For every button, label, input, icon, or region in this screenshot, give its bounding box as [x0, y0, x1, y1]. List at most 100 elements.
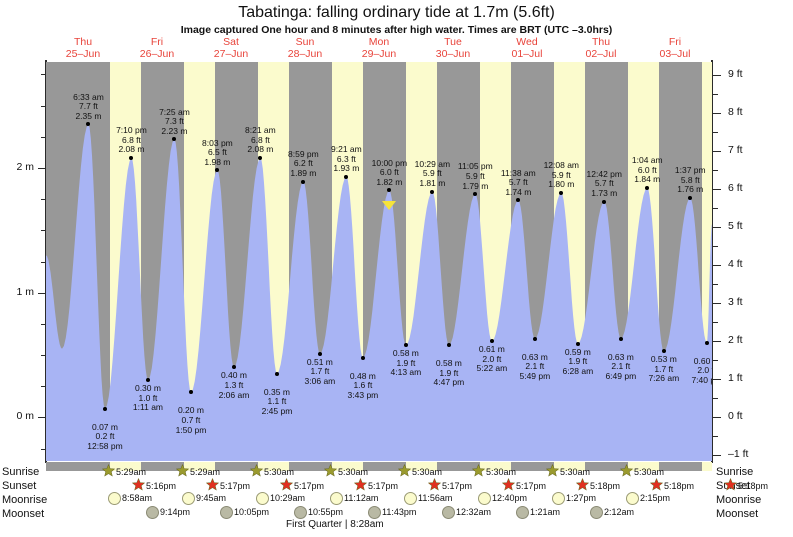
low-tide-line: 0.40 m — [220, 370, 247, 381]
high-tide-line: 7:10 pm — [116, 125, 147, 136]
high-tide-line: 7.7 ft — [79, 101, 98, 112]
sunset-time: 5:18pm — [738, 480, 769, 491]
moonrise-entry-4: 11:56am — [404, 492, 452, 505]
day-header-1: Fri 26–Jun — [122, 36, 192, 60]
high-tide-line: 6.2 ft — [293, 158, 313, 169]
sunset-entry-3: 5:17pm — [353, 477, 398, 494]
sunrise-star-icon — [249, 463, 264, 480]
sunrise-entry-5: 5:30am — [471, 463, 516, 480]
y-tick-right-4 — [713, 265, 721, 267]
y-tick-right-9 — [713, 75, 721, 77]
high-tide-line: 5.7 ft — [594, 178, 614, 189]
low-tide-line: 0.48 m — [349, 370, 376, 381]
y-tick-right-half--1 — [713, 436, 718, 438]
y-label-right-9: 9 ft — [728, 68, 743, 81]
low-tide-line: 0.63 m — [521, 351, 548, 362]
low-tide-dot-13 — [661, 349, 666, 354]
low-tide-line: 2:06 am — [218, 389, 250, 400]
low-tide-dot-1 — [145, 377, 150, 382]
y-label-right-0: 0 ft — [728, 410, 743, 423]
moonrise-row-label-right: Moonrise — [716, 494, 762, 506]
high-tide-dot-12 — [602, 199, 607, 204]
day-strip-17 — [702, 462, 712, 471]
moonset-disc-icon — [516, 506, 529, 519]
high-tide-line: 5.9 ft — [422, 168, 442, 179]
y-tick-right-7 — [713, 151, 721, 153]
high-tide-dot-11 — [559, 190, 564, 195]
sunset-time: 5:17pm — [294, 480, 325, 491]
moonset-row-label-left: Moonset — [2, 508, 45, 520]
night-strip-8 — [363, 462, 406, 471]
sunset-time: 5:17pm — [516, 480, 547, 491]
sunrise-time: 5:30am — [560, 466, 591, 477]
high-tide-line: 2.08 m — [118, 144, 145, 155]
high-tide-line: 1.84 m — [634, 174, 661, 185]
moonset-time: 11:43pm — [382, 507, 417, 517]
high-tide-line: 1.93 m — [333, 163, 360, 174]
high-tide-line: 8:59 pm — [288, 148, 319, 159]
high-tide-dot-3 — [215, 168, 220, 173]
y-label-right-5: 5 ft — [728, 220, 743, 233]
low-tide-dot-12 — [618, 336, 623, 341]
low-tide-line: 1.7 ft — [310, 366, 330, 377]
low-tide-dot-10 — [532, 336, 537, 341]
day-strip-11 — [480, 462, 511, 471]
y-tick-left-minor — [41, 105, 46, 107]
sunset-row-label-left: Sunset — [2, 480, 37, 492]
high-tide-dot-9 — [473, 192, 478, 197]
moonrise-time: 1:27pm — [566, 493, 597, 503]
day-of-week: Mon — [368, 36, 390, 48]
high-tide-line: 10:00 pm — [371, 157, 408, 168]
y-axis-right — [711, 60, 713, 463]
y-tick-right-8 — [713, 113, 721, 115]
sunrise-time: 5:30am — [412, 466, 443, 477]
day-header-7: Thu 02–Jul — [566, 36, 636, 60]
high-tide-label-10: 11:38 am 5.7 ft 1.74 m — [486, 168, 550, 198]
sunrise-star-icon — [471, 463, 486, 480]
y-tick-right-0 — [713, 417, 721, 419]
sunset-star-icon — [131, 477, 146, 494]
y-tick-left-2 — [38, 167, 46, 169]
moonrise-disc-icon — [182, 492, 195, 505]
day-date: 30–Jun — [435, 48, 471, 60]
low-tide-dot-5 — [317, 351, 322, 356]
moon-phase-label: First Quarter | 8:28am — [286, 519, 384, 530]
moonset-time: 1:21am — [530, 507, 561, 517]
low-tide-line: 1.1 ft — [267, 396, 287, 407]
day-of-week: Tue — [444, 36, 462, 48]
high-tide-line: 11:05 pm — [457, 161, 493, 172]
y-label-right-1: 1 ft — [728, 372, 743, 385]
high-tide-line: 9:21 am — [331, 143, 362, 154]
high-tide-dot-6 — [344, 174, 349, 179]
current-time-marker-icon — [382, 201, 397, 211]
y-tick-right-6 — [713, 189, 721, 191]
moonrise-entry-0: 8:58am — [108, 492, 152, 505]
high-tide-line: 1.73 m — [591, 188, 618, 199]
high-tide-dot-1 — [129, 156, 134, 160]
high-tide-line: 1:04 am — [631, 155, 663, 166]
moonset-disc-icon — [590, 506, 603, 519]
high-tide-line: 1.80 m — [548, 179, 575, 190]
moonset-disc-icon — [294, 506, 307, 519]
low-tide-line: 0.30 m — [134, 382, 161, 393]
y-label-right-3: 3 ft — [728, 296, 743, 309]
low-tide-dot-11 — [575, 341, 580, 346]
sunset-time: 5:18pm — [590, 480, 621, 491]
sunset-star-icon — [649, 477, 664, 494]
low-tide-label-9: 0.61 m 2.0 ft 5:22 am — [460, 345, 524, 374]
high-tide-label-11: 12:08 am 5.9 ft 1.80 m — [529, 161, 593, 190]
high-tide-dot-5 — [301, 179, 306, 184]
sunrise-star-icon — [397, 463, 412, 480]
moonrise-entry-1: 9:45am — [182, 492, 226, 505]
day-date: 03–Jul — [659, 48, 691, 60]
high-tide-label-8: 10:29 am 5.9 ft 1.81 m — [400, 159, 464, 189]
moonset-entry-2: 10:55pm — [294, 506, 343, 519]
night-strip-6 — [289, 462, 332, 471]
moonrise-disc-icon — [330, 492, 343, 505]
day-header-8: Fri 03–Jul — [640, 36, 710, 60]
sunrise-entry-3: 5:30am — [323, 463, 368, 480]
high-tide-line: 6.0 ft — [379, 167, 399, 178]
high-tide-line: 1.76 m — [677, 184, 704, 195]
sunrise-star-icon — [175, 463, 190, 480]
tide-curve — [46, 124, 712, 461]
